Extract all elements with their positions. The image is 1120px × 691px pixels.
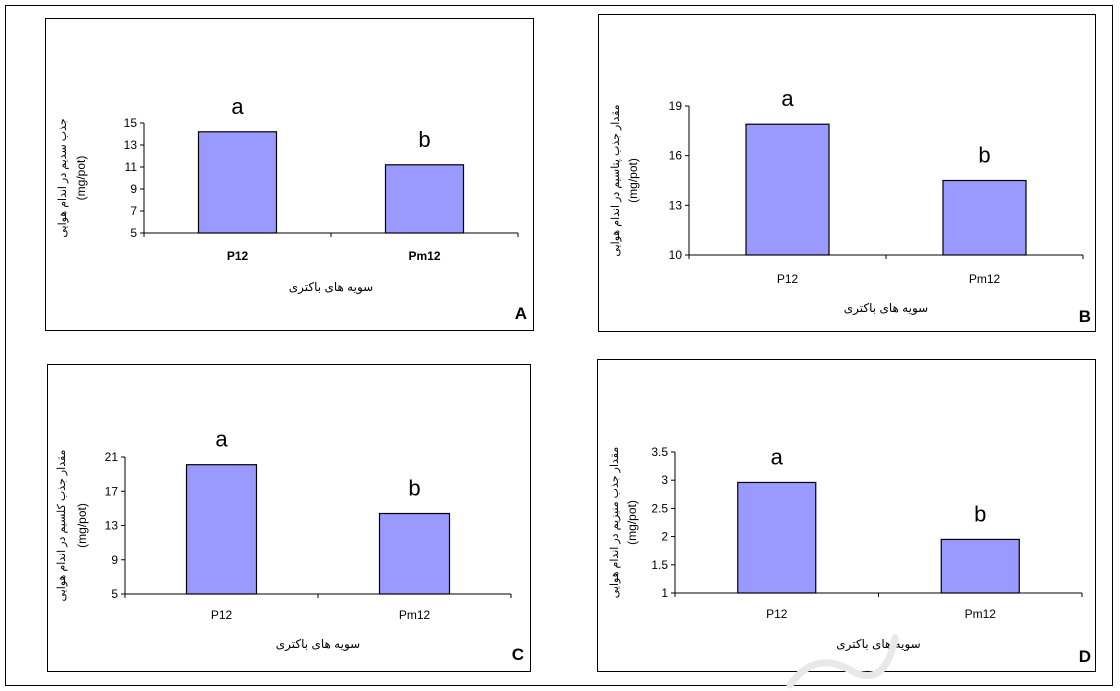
y-tick-label: 2.5 xyxy=(651,501,668,515)
y-axis-title: مقدار جذب منیزیم در اندام هوایی xyxy=(609,447,621,599)
x-category-label: P12 xyxy=(766,607,788,621)
y-tick-label: 13 xyxy=(105,519,119,533)
significance-letter: a xyxy=(781,86,794,111)
significance-letter: b xyxy=(978,143,990,168)
bar-p12 xyxy=(185,464,258,595)
significance-letter: a xyxy=(771,444,784,469)
y-tick-label: 9 xyxy=(111,553,118,567)
y-axis-unit: (mg/pot) xyxy=(75,503,89,548)
chart-panel-d: 1 1.5 2 2.5 3 3.5 a P12 b Pm12 سویه های باکتری مقدا… xyxy=(597,359,1096,672)
y-tick-label: 5 xyxy=(111,587,118,601)
y-tick-label: 1.5 xyxy=(651,558,668,572)
significance-letter: b xyxy=(974,501,986,526)
bar-p12 xyxy=(737,481,817,594)
y-axis-title: جذب سدیم در اندام هوایی xyxy=(57,118,69,237)
bar-pm12 xyxy=(942,179,1027,256)
y-tick-label: 10 xyxy=(669,248,683,262)
chart-d-svg: 1 1.5 2 2.5 3 3.5 a P12 b Pm12 سویه های باکتری مقدا… xyxy=(609,444,1083,652)
panel-label-d: D xyxy=(1078,647,1091,666)
panel-label-b: B xyxy=(1078,307,1091,326)
x-category-label: Pm12 xyxy=(408,249,440,263)
y-tick-label: 13 xyxy=(124,138,138,152)
chart-c-svg: 5 9 13 17 21 a P12 b Pm12 سویه های باکتری مقدار جذ… xyxy=(56,427,512,652)
y-axis-unit: (mg/pot) xyxy=(626,158,640,203)
x-category-label: P12 xyxy=(211,608,233,622)
significance-letter: a xyxy=(231,94,244,119)
x-category-label: P12 xyxy=(227,249,249,263)
y-axis-unit: (mg/pot) xyxy=(625,500,639,545)
y-tick-label: 16 xyxy=(669,149,683,163)
x-axis-title: سویه های باکتری xyxy=(836,637,920,652)
x-axis-title: سویه های باکتری xyxy=(276,637,360,652)
bar-pm12 xyxy=(378,512,451,595)
significance-letter: b xyxy=(408,476,420,501)
watermark-graphic xyxy=(786,634,899,689)
x-axis-title: سویه های باکتری xyxy=(289,280,373,295)
y-tick-label: 11 xyxy=(125,160,138,174)
x-axis-title: سویه های باکتری xyxy=(844,301,928,316)
figure-frame xyxy=(5,5,1113,686)
chart-b-svg: 10 13 16 19 a P12 b Pm12 سویه های باکتری مقدار جذ… xyxy=(610,86,1084,316)
chart-panel-a: 5 7 9 11 13 15 a P12 b Pm12 سویه های باکتری جذب سدی… xyxy=(45,18,534,331)
y-tick-label: 1 xyxy=(661,586,668,600)
chart-panel-b: 10 13 16 19 a P12 b Pm12 سویه های باکتری مقدار جذ… xyxy=(598,14,1096,332)
y-tick-label: 21 xyxy=(105,450,119,464)
bar-p12 xyxy=(197,131,278,234)
y-tick-label: 3.5 xyxy=(651,445,668,459)
bar-pm12 xyxy=(384,164,465,234)
y-tick-label: 7 xyxy=(130,204,137,218)
y-tick-label: 9 xyxy=(130,182,137,196)
panel-label-c: C xyxy=(511,645,524,664)
bar-p12 xyxy=(745,123,830,256)
x-category-label: Pm12 xyxy=(969,272,1001,286)
y-tick-label: 15 xyxy=(124,116,138,130)
chart-a-svg: 5 7 9 11 13 15 a P12 b Pm12 سویه های باکتری جذب سدی… xyxy=(57,94,519,295)
chart-panel-c: 5 9 13 17 21 a P12 b Pm12 سویه های باکتری مقدار جذ… xyxy=(47,364,531,672)
bar-pm12 xyxy=(940,538,1020,594)
y-axis-title: مقدار جذب کلسیم در اندام هوایی xyxy=(56,449,68,601)
y-axis-title: مقدار جذب پتاسیم در اندام هوایی xyxy=(610,104,622,256)
y-tick-label: 3 xyxy=(661,473,668,487)
x-category-label: P12 xyxy=(777,272,799,286)
y-tick-label: 2 xyxy=(661,530,668,544)
y-tick-label: 13 xyxy=(669,198,683,212)
x-category-label: Pm12 xyxy=(399,608,431,622)
significance-letter: b xyxy=(418,127,430,152)
y-tick-label: 19 xyxy=(669,99,683,113)
y-axis-unit: (mg/pot) xyxy=(74,156,88,201)
panel-label-a: A xyxy=(514,304,527,323)
y-tick-label: 5 xyxy=(130,226,137,240)
significance-letter: a xyxy=(215,427,228,452)
x-category-label: Pm12 xyxy=(965,607,997,621)
y-tick-label: 17 xyxy=(105,484,119,498)
